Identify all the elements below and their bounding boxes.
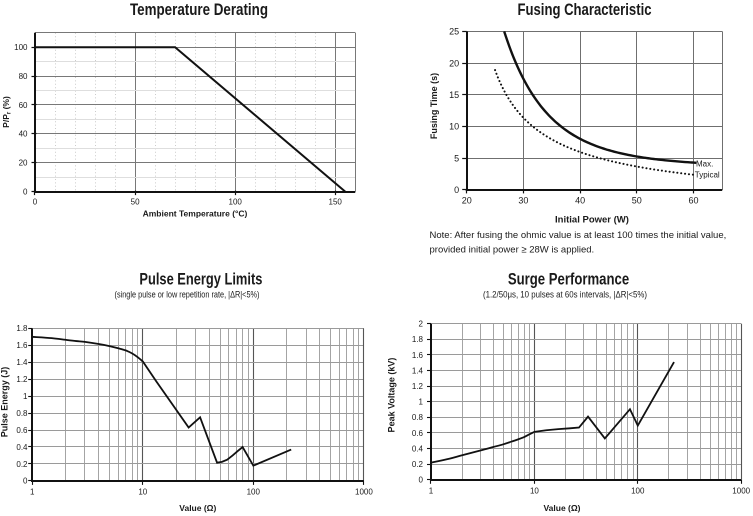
svg-text:100: 100 (631, 486, 645, 495)
svg-text:20: 20 (19, 159, 28, 168)
svg-text:1000: 1000 (732, 486, 750, 495)
svg-text:20: 20 (449, 58, 459, 68)
svg-text:40: 40 (19, 130, 28, 139)
svg-text:0: 0 (33, 198, 38, 207)
svg-text:100: 100 (14, 43, 28, 52)
svg-text:0: 0 (23, 187, 28, 196)
svg-text:1: 1 (30, 487, 35, 496)
svg-text:40: 40 (575, 195, 585, 205)
svg-text:0.4: 0.4 (412, 444, 424, 453)
svg-text:1.6: 1.6 (16, 341, 28, 350)
svg-text:100: 100 (247, 487, 261, 496)
svg-text:0.8: 0.8 (16, 409, 28, 418)
svg-text:0.4: 0.4 (16, 443, 28, 452)
svg-text:0: 0 (454, 185, 459, 195)
svg-text:0.6: 0.6 (412, 429, 424, 438)
svg-text:Pulse Energy (J): Pulse Energy (J) (0, 367, 10, 438)
svg-text:0.2: 0.2 (16, 460, 28, 469)
svg-text:100: 100 (229, 198, 243, 207)
svg-text:Surge Performance: Surge Performance (508, 270, 629, 289)
svg-text:5: 5 (454, 153, 459, 163)
svg-text:50: 50 (632, 195, 642, 205)
svg-text:0.8: 0.8 (412, 413, 424, 422)
svg-text:Ambient Temperature (°C): Ambient Temperature (°C) (143, 209, 248, 219)
svg-text:60: 60 (19, 101, 28, 110)
svg-text:1.8: 1.8 (16, 324, 28, 333)
svg-text:50: 50 (131, 198, 140, 207)
svg-text:Temperature Derating: Temperature Derating (130, 0, 268, 19)
svg-text:0: 0 (23, 477, 28, 486)
svg-text:60: 60 (688, 195, 698, 205)
svg-text:0.2: 0.2 (412, 460, 424, 469)
svg-text:Value (Ω): Value (Ω) (543, 503, 580, 513)
svg-text:Note: After fusing the ohmic v: Note: After fusing the ohmic value is at… (430, 230, 727, 241)
svg-text:10: 10 (449, 122, 459, 132)
svg-text:10: 10 (530, 486, 539, 495)
svg-text:1.4: 1.4 (16, 358, 28, 367)
svg-text:P/Pr (%): P/Pr (%) (1, 96, 13, 128)
svg-text:0.6: 0.6 (16, 426, 28, 435)
svg-text:Value (Ω): Value (Ω) (179, 503, 216, 513)
svg-text:(single pulse or low repetitio: (single pulse or low repetition rate, |Δ… (115, 290, 260, 300)
svg-text:1: 1 (429, 486, 434, 495)
svg-text:2: 2 (419, 320, 424, 329)
svg-text:Max.: Max. (696, 159, 713, 168)
svg-text:Fusing Time (s): Fusing Time (s) (429, 73, 439, 139)
svg-text:(1.2/50μs, 10 pulses at 60s in: (1.2/50μs, 10 pulses at 60s intervals, |… (483, 290, 647, 300)
svg-text:0: 0 (419, 476, 424, 485)
svg-text:Typical: Typical (695, 171, 720, 180)
svg-text:80: 80 (19, 72, 28, 81)
svg-text:15: 15 (449, 90, 459, 100)
svg-text:1000: 1000 (355, 487, 373, 496)
svg-text:Peak Voltage (kV): Peak Voltage (kV) (387, 358, 397, 433)
svg-text:Pulse Energy Limits: Pulse Energy Limits (139, 270, 262, 289)
svg-text:1: 1 (23, 392, 28, 401)
svg-text:provided initial power ≥ 28W i: provided initial power ≥ 28W is applied. (430, 244, 595, 255)
svg-text:Initial Power (W): Initial Power (W) (555, 215, 629, 226)
svg-text:1.4: 1.4 (412, 366, 424, 375)
svg-text:10: 10 (138, 487, 147, 496)
svg-text:1.2: 1.2 (412, 382, 424, 391)
svg-text:1.8: 1.8 (412, 335, 424, 344)
svg-text:1: 1 (419, 398, 424, 407)
svg-text:25: 25 (449, 27, 459, 37)
svg-text:150: 150 (329, 198, 343, 207)
svg-text:30: 30 (518, 195, 528, 205)
svg-text:Fusing Characteristic: Fusing Characteristic (518, 0, 652, 19)
svg-text:1.6: 1.6 (412, 351, 424, 360)
svg-text:20: 20 (462, 195, 472, 205)
svg-text:1.2: 1.2 (16, 375, 28, 384)
